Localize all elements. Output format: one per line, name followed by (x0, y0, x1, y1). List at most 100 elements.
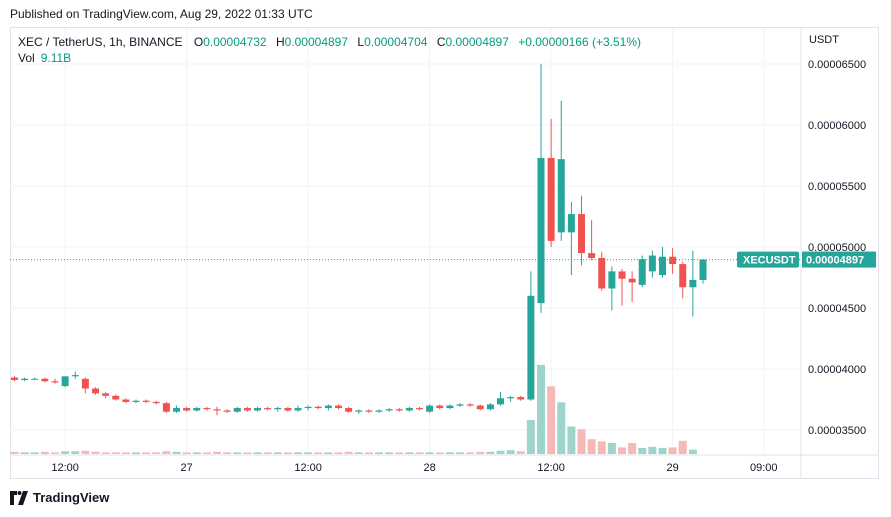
candle (173, 405, 180, 413)
candle-body (608, 271, 616, 289)
candle-body (486, 404, 494, 410)
candles (11, 64, 707, 416)
volume-bar (587, 439, 596, 454)
candle (335, 404, 342, 410)
candle (527, 271, 535, 401)
candle (193, 406, 201, 412)
candle-body (628, 278, 636, 283)
currency-label: USDT (809, 34, 839, 46)
candle (152, 400, 160, 405)
volume-bar (577, 429, 586, 454)
candle (466, 403, 474, 407)
candle-body (598, 257, 606, 289)
candle (92, 387, 99, 395)
candle (446, 404, 454, 410)
volume-bar (223, 452, 232, 454)
candle-body (567, 214, 575, 233)
candle-body (324, 405, 332, 409)
volume-bar (111, 452, 120, 454)
volume-bar (506, 450, 515, 454)
low-value: 0.00004704 (364, 35, 428, 49)
candle (608, 266, 616, 311)
candle (294, 405, 302, 412)
volume-bar (668, 447, 677, 454)
volume-bar (101, 452, 110, 454)
volume-bar (30, 452, 39, 454)
candle (243, 406, 251, 412)
price-tag-text: 0.00004897 (806, 255, 864, 267)
candle (21, 377, 29, 382)
candle (71, 371, 79, 379)
candle (223, 409, 231, 413)
volume-bar (121, 452, 130, 454)
candle-body (547, 157, 555, 241)
candle-body (375, 410, 383, 412)
candle-body (557, 159, 565, 233)
volume-bar (71, 451, 80, 454)
candle (213, 406, 221, 416)
candle (497, 392, 504, 406)
candle-body (517, 397, 525, 400)
volume-bar (283, 452, 292, 454)
price-axis: 0.00006500 0.00006000 0.00005500 0.00005000… (808, 59, 866, 437)
candle-body (314, 406, 322, 409)
candle-body (173, 408, 180, 412)
volume-value: 9.11B (40, 51, 72, 65)
candle-body (61, 376, 69, 387)
candle-body (669, 256, 677, 265)
candle (638, 255, 646, 288)
low-label: L (357, 35, 365, 49)
candle (264, 406, 272, 411)
candle (355, 409, 363, 415)
volume-bar (526, 419, 535, 454)
time-tick-label: 12:00 (537, 462, 565, 474)
candle (304, 405, 312, 411)
symbol-title[interactable]: XEC / TetherUS, 1h, BINANCE (18, 35, 183, 49)
candle-body (41, 378, 49, 382)
candle-body (21, 378, 29, 380)
candle-body (193, 408, 201, 411)
candle (517, 395, 525, 401)
candle (628, 271, 636, 302)
close-value: 0.00004897 (445, 35, 509, 49)
volume-bar (61, 451, 70, 454)
candle (112, 394, 120, 401)
volume-bar (192, 452, 201, 454)
price-tag-background (802, 251, 876, 268)
candle (598, 251, 606, 291)
candle-body (284, 408, 292, 411)
candle-body (304, 406, 312, 409)
time-tick-label: 12:00 (294, 462, 322, 474)
candle-body (335, 405, 342, 409)
volume-bar (628, 443, 637, 454)
volume-bar (395, 452, 404, 454)
candle-body (162, 403, 170, 412)
volume-bar (486, 451, 495, 454)
candle (588, 220, 596, 261)
candle-body (294, 408, 302, 411)
ticker-tag-background (737, 251, 799, 268)
candle-body (618, 271, 626, 279)
candle-body (456, 404, 464, 406)
candle (102, 392, 110, 399)
candle-body (699, 259, 707, 280)
candle-body (405, 408, 413, 411)
candle (365, 409, 373, 413)
volume-bar (202, 452, 211, 454)
published-caption: Published on TradingView.com, Aug 29, 20… (10, 7, 313, 21)
candle-body (395, 409, 403, 411)
candle-body (102, 393, 110, 396)
volume-bar (557, 402, 566, 454)
ticker-tag-text: XECUSDT (743, 255, 796, 267)
candle-body (11, 377, 18, 380)
candle (699, 259, 707, 284)
candle (486, 403, 494, 411)
tradingview-footer[interactable]: TradingView (10, 490, 109, 505)
candle-body (588, 253, 596, 258)
volume-bars (10, 364, 697, 454)
candle-body (233, 408, 241, 412)
candle-body (426, 405, 434, 412)
candle-body (254, 408, 261, 411)
candle (578, 195, 585, 266)
